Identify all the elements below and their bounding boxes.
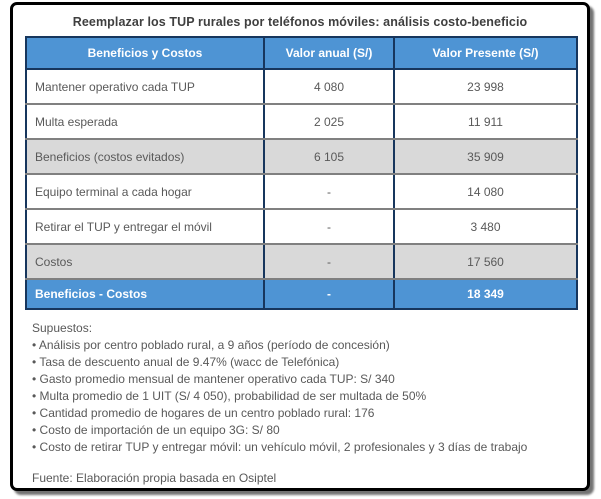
row-present-value: 3 480 [393, 208, 578, 245]
assumption-bullet: • Gasto promedio mensual de mantener ope… [32, 372, 395, 386]
figure-frame: Reemplazar los TUP rurales por teléfonos… [10, 2, 590, 491]
row-annual-value: - [263, 243, 395, 280]
table-header-row: Beneficios y Costos Valor anual (S/) Val… [25, 36, 578, 70]
source-note: Fuente: Elaboración propia basada en Osi… [32, 471, 277, 485]
row-annual-value: - [263, 208, 395, 245]
row-present-value: 23 998 [393, 68, 578, 105]
table-row-subtotal-costos: Costos - 17 560 [25, 243, 578, 280]
row-present-value: 35 909 [393, 138, 578, 175]
row-present-value: 17 560 [393, 243, 578, 280]
table-row: Equipo terminal a cada hogar - 14 080 [25, 173, 578, 210]
row-annual-value: - [263, 173, 395, 210]
row-annual-value: 6 105 [263, 138, 395, 175]
assumption-bullet: • Cantidad promedio de hogares de un cen… [32, 406, 375, 420]
header-beneficios-costos: Beneficios y Costos [25, 36, 265, 70]
row-label: Beneficios (costos evitados) [25, 138, 265, 175]
assumption-bullet: • Tasa de descuento anual de 9.47% (wacc… [32, 355, 340, 369]
row-present-value: 14 080 [393, 173, 578, 210]
assumption-bullet: • Análisis por centro poblado rural, a 9… [32, 338, 390, 352]
assumption-bullet: • Costo de importación de un equipo 3G: … [32, 423, 280, 437]
row-annual-value: 4 080 [263, 68, 395, 105]
assumption-bullet: • Multa promedio de 1 UIT (S/ 4 050), pr… [32, 389, 427, 403]
row-present-value: 18 349 [393, 278, 578, 310]
figure-title: Reemplazar los TUP rurales por teléfonos… [72, 15, 528, 29]
row-present-value: 11 911 [393, 103, 578, 140]
row-label: Mantener operativo cada TUP [25, 68, 265, 105]
table-row-total: Beneficios - Costos - 18 349 [25, 278, 578, 310]
assumption-bullet: • Costo de retirar TUP y entregar móvil:… [32, 440, 528, 454]
row-label: Retirar el TUP y entregar el móvil [25, 208, 265, 245]
row-annual-value: 2 025 [263, 103, 395, 140]
table-row-subtotal-beneficios: Beneficios (costos evitados) 6 105 35 90… [25, 138, 578, 175]
header-valor-anual: Valor anual (S/) [263, 36, 395, 70]
table-row: Retirar el TUP y entregar el móvil - 3 4… [25, 208, 578, 245]
row-label: Equipo terminal a cada hogar [25, 173, 265, 210]
row-label: Multa esperada [25, 103, 265, 140]
row-annual-value: - [263, 278, 395, 310]
table-row: Multa esperada 2 025 11 911 [25, 103, 578, 140]
assumptions-heading: Supuestos: [32, 321, 93, 335]
row-label: Beneficios - Costos [25, 278, 265, 310]
assumptions-notes: Supuestos: • Análisis por centro poblado… [32, 320, 587, 456]
row-label: Costos [25, 243, 265, 280]
cost-benefit-table: Beneficios y Costos Valor anual (S/) Val… [25, 36, 578, 310]
header-valor-presente: Valor Presente (S/) [393, 36, 578, 70]
table-row: Mantener operativo cada TUP 4 080 23 998 [25, 68, 578, 105]
